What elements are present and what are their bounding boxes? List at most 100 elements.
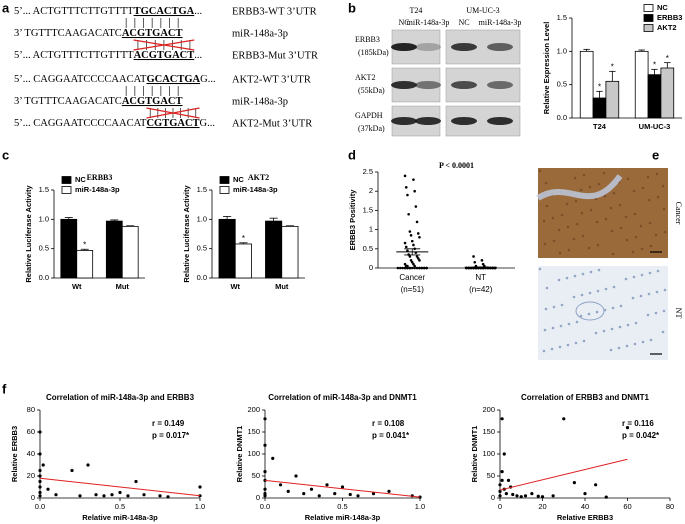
ihc-cell	[596, 243, 600, 247]
mutation-cross	[146, 107, 200, 119]
point	[86, 463, 90, 467]
ihc-cell	[544, 307, 548, 311]
point	[348, 492, 352, 497]
panel-letter: e	[652, 147, 659, 162]
dot	[413, 189, 416, 193]
ihc-cell	[611, 252, 615, 256]
point	[502, 452, 506, 456]
dot	[416, 257, 420, 260]
point	[158, 494, 162, 498]
ihc-cell	[582, 173, 586, 177]
y-tick-label: 100	[247, 449, 260, 458]
ihc-label: NT	[674, 308, 683, 319]
dot	[406, 193, 409, 197]
ihc-cell	[597, 268, 601, 272]
point	[263, 494, 267, 498]
ihc-cell	[552, 239, 556, 243]
x-tick-note: (n=51)	[401, 285, 425, 294]
ihc-cell	[648, 221, 652, 225]
ihc-cell	[641, 340, 645, 344]
x-tick-label: T24	[593, 122, 607, 131]
bar	[121, 225, 139, 279]
ihc-cell	[602, 171, 606, 175]
ihc-cell	[656, 269, 660, 273]
point	[302, 492, 306, 496]
blot-band	[487, 81, 513, 89]
point	[572, 481, 576, 485]
point	[317, 494, 321, 498]
dot	[473, 260, 477, 264]
ihc-cell	[557, 278, 561, 282]
significance: *	[611, 62, 614, 71]
sequence-label: ERBB3-WT 3’UTR	[232, 6, 317, 17]
point	[519, 495, 523, 499]
y-tick-label: 150	[482, 427, 495, 436]
point	[387, 489, 391, 493]
point	[498, 494, 502, 498]
dot	[418, 266, 421, 270]
ihc-cell	[596, 289, 600, 293]
ihc-cell	[579, 314, 583, 318]
blot-band	[415, 117, 441, 125]
annotation: r = 0.116	[622, 419, 654, 428]
ihc-cell	[560, 213, 564, 217]
annotation: p = 0.017*	[152, 431, 190, 440]
blot-band	[451, 81, 477, 89]
sequence-left: 5’... CAGGAATCCCCAACAT	[14, 118, 147, 129]
annotation: p = 0.041*	[372, 431, 410, 440]
point	[540, 495, 545, 499]
ihc-cell	[639, 224, 643, 228]
point	[325, 483, 329, 487]
ihc-cell	[566, 343, 570, 347]
point	[604, 495, 608, 499]
point	[54, 493, 58, 497]
legend-label: miR-148a-3p	[233, 185, 278, 194]
protein-size: (55kDa)	[358, 86, 385, 95]
dot	[404, 186, 408, 189]
y-tick-label: 1.5	[363, 205, 373, 214]
ihc-cell	[595, 310, 599, 314]
point	[38, 452, 42, 456]
bar	[105, 220, 123, 279]
ihc-cell	[648, 271, 652, 275]
legend-label: NC	[75, 175, 86, 184]
dot	[412, 178, 415, 181]
ihc-cell	[655, 172, 659, 176]
sequence-seed: CGTGACT	[146, 118, 199, 129]
dot	[398, 266, 402, 270]
ihc-cell	[649, 338, 653, 342]
bar	[234, 243, 252, 279]
ihc-cell	[589, 270, 593, 274]
ihc-cell	[647, 292, 651, 296]
ihc-cell	[543, 242, 547, 246]
y-tick-label: 80	[27, 405, 35, 414]
ihc-cell	[604, 287, 608, 291]
ihc-cell	[597, 182, 601, 186]
point	[498, 489, 502, 493]
point	[263, 487, 267, 491]
y-tick-label: 50	[487, 471, 495, 480]
ihc-cell	[587, 312, 591, 316]
ihc-stroma	[536, 174, 623, 201]
annotation: r = 0.108	[372, 419, 405, 428]
dot	[403, 174, 407, 178]
y-tick-label: 1.0	[197, 214, 207, 223]
ihc-image	[538, 266, 668, 360]
significance: *	[242, 234, 245, 243]
point	[198, 485, 202, 489]
ihc-cell	[538, 267, 542, 271]
y-tick-label: 2	[369, 186, 373, 195]
bar	[60, 218, 78, 279]
blot-band	[451, 43, 477, 51]
legend-swatch	[219, 186, 230, 194]
protein-size: (37kDa)	[358, 124, 385, 133]
sequence-right: G...	[200, 118, 215, 129]
point	[38, 479, 42, 484]
ihc-cell	[543, 328, 547, 332]
ihc-cell	[565, 202, 569, 206]
ihc-cell	[581, 234, 585, 238]
x-axis-label: Relative miR-148a-3p	[305, 513, 381, 522]
ihc-cell	[544, 181, 548, 185]
blot-band	[391, 43, 417, 51]
